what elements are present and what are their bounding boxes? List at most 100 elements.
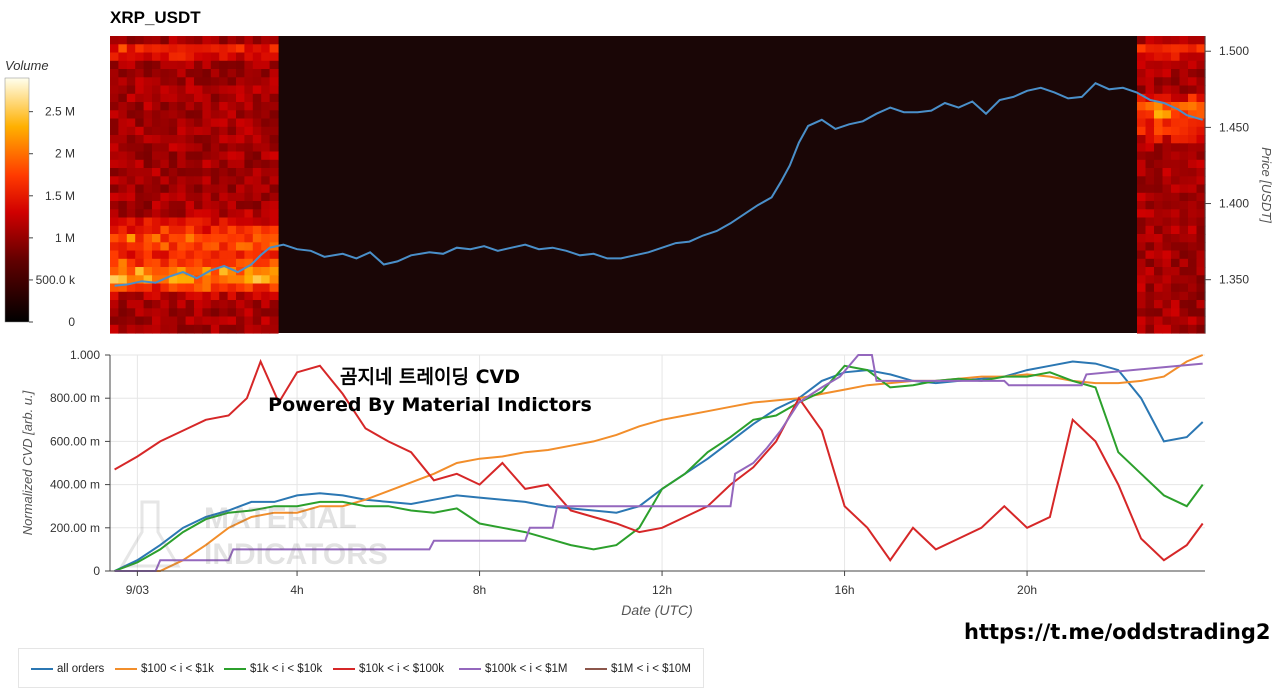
heatmap-cell (210, 275, 220, 285)
heatmap-cell (261, 275, 271, 285)
heatmap-cell (202, 308, 212, 318)
heatmap-cell (202, 184, 212, 194)
heatmap-cell (168, 242, 178, 252)
watermark-line2: INDICATORS (204, 538, 388, 571)
heatmap-cell (1179, 159, 1189, 169)
heatmap-cell (1145, 291, 1155, 301)
heatmap-cell (1162, 225, 1172, 235)
heatmap-cell (143, 275, 153, 285)
heatmap-cell (126, 69, 136, 78)
heatmap-cell (143, 300, 153, 309)
heatmap-cell (160, 69, 170, 78)
heatmap-cell (219, 135, 229, 144)
heatmap-cell (269, 201, 279, 210)
heatmap-cell (1179, 93, 1189, 103)
heatmap-cell (177, 201, 187, 210)
legend-item[interactable]: $10k < i < $100k (333, 663, 444, 675)
heatmap-cell (135, 283, 145, 293)
heatmap-cell (1171, 324, 1181, 334)
heatmap-cell (1145, 36, 1155, 45)
heatmap-cell (219, 242, 229, 252)
heatmap-cell (152, 192, 161, 202)
heatmap-cell (160, 217, 170, 227)
heatmap-cell (219, 308, 229, 318)
heatmap-cell (252, 52, 262, 62)
heatmap-cell (194, 135, 203, 144)
heatmap-cell (219, 52, 229, 62)
heatmap-cell (110, 225, 119, 235)
heatmap-cell (194, 52, 203, 62)
heatmap-cell (261, 118, 271, 128)
heatmap-cell (1154, 159, 1164, 169)
legend-item[interactable]: $100k < i < $1M (459, 663, 567, 675)
heatmap-cell (152, 69, 161, 78)
heatmap-cell (118, 143, 128, 153)
heatmap-cell (252, 151, 262, 161)
heatmap-cell (185, 324, 195, 334)
legend-item[interactable]: $100 < i < $1k (115, 663, 214, 675)
heatmap-cell (1179, 143, 1189, 153)
heatmap-cell (143, 151, 153, 161)
heatmap-cell (185, 52, 195, 62)
heatmap-cell (1162, 44, 1172, 54)
heatmap-cell (1137, 85, 1147, 95)
heatmap-cell (143, 225, 153, 235)
heatmap-cell (1171, 77, 1181, 87)
heatmap-cell (135, 126, 145, 136)
heatmap-cell (219, 267, 229, 276)
heatmap-cell (1196, 135, 1206, 144)
legend-item[interactable]: all orders (31, 663, 104, 675)
heatmap-cell (202, 159, 212, 169)
heatmap-cell (126, 267, 136, 276)
legend-item[interactable]: $1k < i < $10k (224, 663, 322, 675)
price-tick-label: 1.500 (1219, 44, 1249, 58)
heatmap-cell (152, 201, 161, 210)
heatmap-cell (143, 258, 153, 268)
heatmap-cell (177, 151, 187, 161)
heatmap-cell (185, 118, 195, 128)
heatmap-cell (135, 176, 145, 186)
heatmap-cell (1162, 118, 1172, 128)
heatmap-cell (1137, 126, 1147, 136)
heatmap-cell (244, 225, 254, 235)
heatmap-cell (236, 69, 245, 78)
heatmap-cell (227, 234, 237, 243)
heatmap-cell (143, 308, 153, 318)
heatmap-cell (168, 85, 178, 95)
heatmap-cell (210, 126, 220, 136)
heatmap-cell (152, 77, 161, 87)
heatmap-cell (152, 217, 161, 227)
heatmap-cell (118, 93, 128, 103)
heatmap-cell (1179, 118, 1189, 128)
heatmap-cell (1137, 201, 1147, 210)
heatmap-cell (135, 258, 145, 268)
heatmap-cell (269, 85, 279, 95)
heatmap-cell (168, 209, 178, 219)
heatmap-cell (1137, 300, 1147, 309)
heatmap-cell (143, 159, 153, 169)
legend-swatch (333, 668, 355, 670)
heatmap-cell (1171, 176, 1181, 186)
heatmap-cell (152, 151, 161, 161)
heatmap-cell (1171, 52, 1181, 62)
heatmap-cell (202, 44, 212, 54)
heatmap-cell (1179, 69, 1189, 78)
heatmap-cell (194, 69, 203, 78)
telegram-link[interactable]: https://t.me/oddstrading2 (964, 620, 1271, 644)
legend-item[interactable]: $1M < i < $10M (585, 663, 691, 675)
heatmap-cell (1196, 225, 1206, 235)
heatmap-cell (177, 93, 187, 103)
heatmap-cell (168, 225, 178, 235)
heatmap-cell (135, 267, 145, 276)
heatmap-cell (1137, 110, 1147, 120)
heatmap-cell (160, 300, 170, 309)
heatmap-cell (261, 300, 271, 309)
colorbar-tick-label: 1 M (55, 231, 75, 245)
heatmap-cell (202, 110, 212, 120)
heatmap-cell (1162, 324, 1172, 334)
heatmap-cell (236, 184, 245, 194)
heatmap-cell (219, 184, 229, 194)
heatmap-cell (152, 209, 161, 219)
heatmap-cell (135, 300, 145, 309)
